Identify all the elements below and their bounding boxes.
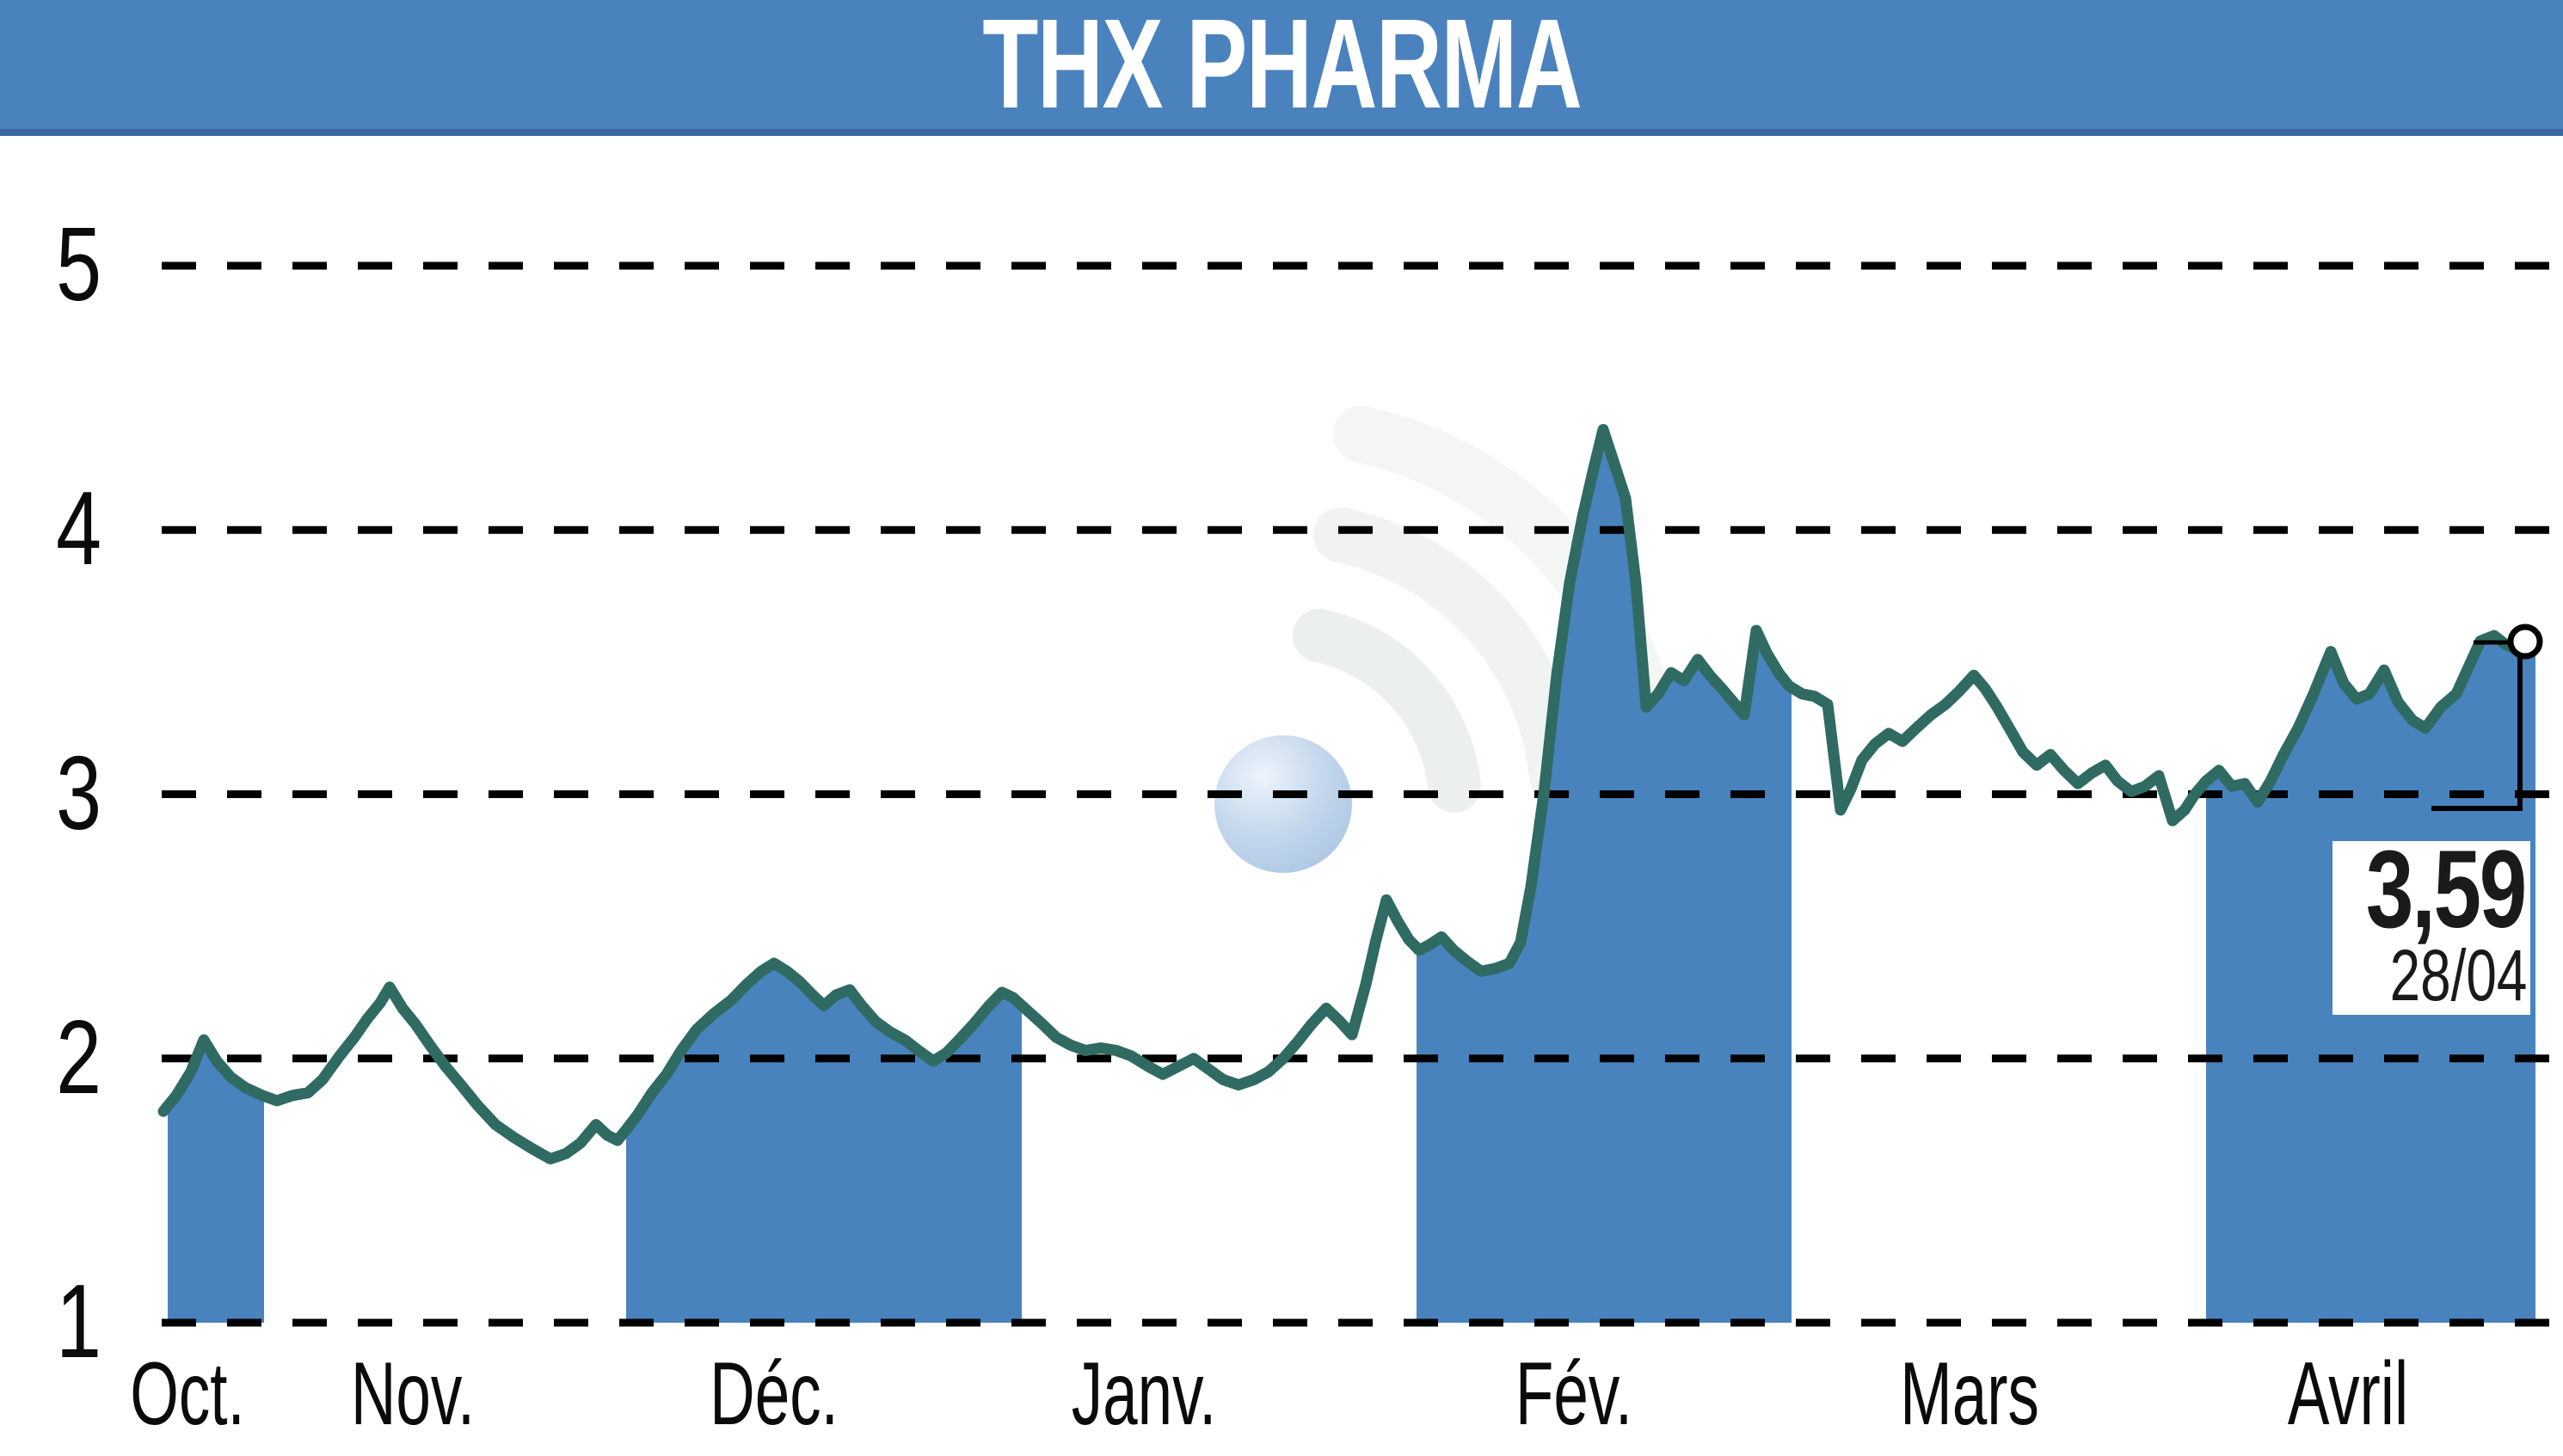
x-axis-label-month: Mars (1900, 1344, 2039, 1444)
y-axis-label-4: 4 (56, 470, 101, 587)
last-point-marker (2507, 624, 2543, 660)
chart-title: THX PHARMA (982, 0, 1582, 135)
month-fill-area (168, 1040, 264, 1323)
price-line (157, 424, 2535, 1164)
gridlines (162, 261, 2556, 1327)
x-axis-label-month: Oct. (130, 1344, 245, 1444)
header-bar: THX PHARMA (0, 0, 2563, 136)
watermark-arc-icon (1293, 609, 1481, 813)
month-fill-area (626, 963, 1022, 1323)
price-callout-box: 3,59 28/04 (2333, 828, 2530, 1016)
last-price: 3,59 (2365, 828, 2527, 951)
y-axis-label-2: 2 (56, 998, 101, 1115)
callout-bracket-line (2431, 657, 2523, 811)
x-axis-label-month: Déc. (710, 1344, 839, 1444)
x-axis-label-month: Fév. (1515, 1344, 1633, 1444)
watermark-sphere-icon (1214, 735, 1352, 873)
y-axis-label-1: 1 (56, 1262, 101, 1379)
x-axis-label-month: Nov. (350, 1344, 476, 1444)
x-axis-label-month: Avril (2287, 1344, 2409, 1444)
price-line-layer (157, 424, 2535, 1164)
last-date: 28/04 (2389, 935, 2528, 1016)
y-axis-label-3: 3 (56, 734, 101, 851)
x-axis-label-month: Janv. (1071, 1344, 1217, 1444)
last-point-callout (2431, 624, 2543, 811)
month-fill-area (1417, 429, 1792, 1323)
y-axis-label-5: 5 (56, 206, 101, 323)
